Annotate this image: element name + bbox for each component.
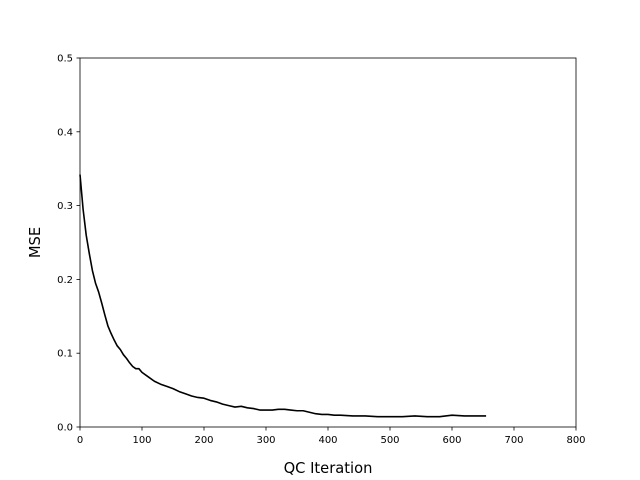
axes-frame — [79, 57, 577, 428]
mse-series-line — [79, 174, 487, 418]
y-tick-label: 0.0 — [57, 423, 73, 434]
x-tick-label: 400 — [318, 435, 337, 446]
x-tick-label: 700 — [504, 435, 523, 446]
x-tick-label: 300 — [256, 435, 275, 446]
x-axis-ticks: 0 100 200 300 400 500 600 700 800 — [77, 427, 586, 446]
x-tick-label: 100 — [132, 435, 151, 446]
x-tick-label: 200 — [194, 435, 213, 446]
y-tick-label: 0.4 — [57, 127, 73, 138]
y-tick-label: 0.1 — [57, 349, 73, 360]
y-tick-label: 0.2 — [57, 275, 73, 286]
y-axis-ticks: 0.0 0.1 0.2 0.3 0.4 0.5 — [57, 54, 80, 434]
x-tick-label: 600 — [442, 435, 461, 446]
x-tick-label: 800 — [566, 435, 585, 446]
x-tick-label: 0 — [77, 435, 83, 446]
y-axis-label: MSE — [27, 227, 44, 258]
y-tick-label: 0.3 — [57, 201, 73, 212]
x-tick-label: 500 — [380, 435, 399, 446]
x-axis-label: QC Iteration — [284, 460, 373, 477]
y-tick-label: 0.5 — [57, 54, 73, 65]
plot-area — [79, 174, 487, 418]
